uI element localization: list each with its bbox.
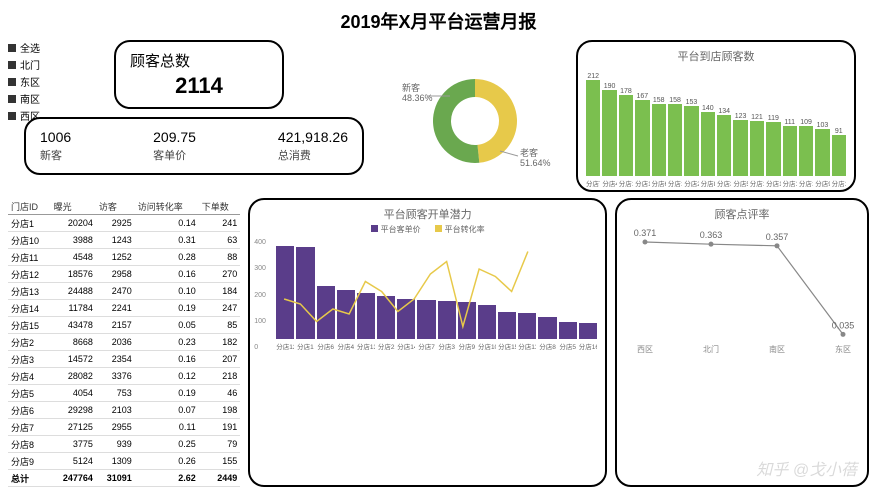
visit-bar: 153	[684, 99, 698, 176]
visit-chart-title: 平台到店顾客数	[586, 48, 846, 64]
svg-text:老客51.64%: 老客51.64%	[520, 147, 551, 168]
combo-bar	[438, 301, 456, 339]
visit-bar: 119	[766, 115, 780, 176]
combo-bar	[377, 296, 395, 339]
table-row: 分店10398812430.3163	[8, 232, 240, 249]
visit-bar: 167	[635, 93, 649, 176]
combo-bar	[518, 313, 536, 339]
combo-bar	[357, 293, 375, 339]
combo-bar	[417, 300, 435, 339]
table-row: 分店31457223540.16207	[8, 351, 240, 368]
visit-bar: 134	[717, 108, 731, 176]
table-row: 分店62929821030.07198	[8, 402, 240, 419]
table-row: 分店540547530.1946	[8, 385, 240, 402]
rating-chart-card: 顾客点评率 0.371 西区 0.363 北门 0.357 南区 0.035 东区	[615, 198, 869, 487]
combo-bar	[296, 247, 314, 339]
table-row: 分店9512413090.26155	[8, 453, 240, 470]
table-row: 分店154347821570.0585	[8, 317, 240, 334]
combo-bar	[538, 317, 556, 339]
svg-text:南区: 南区	[769, 344, 785, 354]
kpi-card: 1006新客 209.75客单价 421,918.26总消费	[24, 117, 364, 175]
filter-东区[interactable]: 东区	[8, 74, 88, 89]
svg-text:新客48.36%: 新客48.36%	[402, 82, 433, 103]
kpi-新客: 1006新客	[40, 129, 71, 163]
visit-bar: 109	[799, 119, 813, 176]
visit-chart-card: 平台到店顾客数 21219017816715815815314013412312…	[576, 40, 856, 192]
svg-text:0.035: 0.035	[832, 320, 855, 330]
table-row: 分店12020429250.14241	[8, 215, 240, 232]
svg-text:0.363: 0.363	[700, 230, 723, 240]
filter-北门[interactable]: 北门	[8, 57, 88, 72]
combo-bar	[559, 322, 577, 339]
total-customers-card: 顾客总数 2114	[114, 40, 284, 109]
rating-chart-title: 顾客点评率	[625, 206, 859, 222]
table-row: 分店121857629580.16270	[8, 266, 240, 283]
visit-bar: 212	[586, 73, 600, 176]
table-row: 分店837759390.2579	[8, 436, 240, 453]
filter-南区[interactable]: 南区	[8, 91, 88, 106]
table-row: 分店72712529550.11191	[8, 419, 240, 436]
total-value: 2114	[130, 73, 268, 99]
total-label: 顾客总数	[130, 50, 268, 71]
visit-bar: 178	[619, 88, 633, 176]
combo-bar	[579, 323, 597, 339]
visit-bar: 91	[832, 128, 846, 176]
page-title: 2019年X月平台运营月报	[0, 0, 877, 40]
visit-bar: 158	[668, 97, 682, 176]
store-table: 门店ID曝光访客访问转化率下单数分店12020429250.14241分店103…	[8, 198, 240, 487]
svg-text:0.371: 0.371	[634, 228, 657, 238]
svg-text:0.357: 0.357	[766, 232, 789, 242]
region-filter: 全选北门东区南区西区	[8, 40, 88, 123]
combo-chart-card: 平台顾客开单潜力 平台客单价平台转化率 4003002001000 分店12分店…	[248, 198, 607, 487]
visit-bar: 111	[783, 119, 797, 176]
visit-bar: 190	[602, 83, 616, 176]
kpi-总消费: 421,918.26总消费	[278, 129, 348, 163]
svg-text:北门: 北门	[703, 344, 719, 354]
donut-chart: 新客48.36% 老客51.64%	[380, 50, 570, 192]
filter-全选[interactable]: 全选	[8, 40, 88, 55]
kpi-客单价: 209.75客单价	[153, 129, 196, 163]
visit-bar: 140	[701, 105, 715, 176]
combo-legend: 平台客单价平台转化率	[258, 224, 597, 235]
combo-bar	[458, 302, 476, 339]
visit-bar: 121	[750, 114, 764, 176]
table-row: 分店42808233760.12218	[8, 368, 240, 385]
combo-bar	[317, 286, 335, 339]
visit-bar: 103	[815, 122, 829, 176]
table-row: 分店11454812520.2888	[8, 249, 240, 266]
combo-bar	[397, 299, 415, 339]
table-row: 分店2866820360.23182	[8, 334, 240, 351]
visit-bar: 158	[652, 97, 666, 176]
svg-text:东区: 东区	[835, 344, 851, 354]
table-row: 分店141178422410.19247	[8, 300, 240, 317]
table-row: 分店132448824700.10184	[8, 283, 240, 300]
combo-bar	[478, 305, 496, 339]
svg-text:西区: 西区	[637, 345, 653, 354]
combo-bar	[337, 290, 355, 339]
combo-bar	[498, 312, 516, 339]
table-total: 总计247764310912.622449	[8, 470, 240, 487]
combo-bar	[276, 246, 294, 339]
combo-chart-title: 平台顾客开单潜力	[258, 206, 597, 222]
visit-bar: 123	[733, 113, 747, 176]
